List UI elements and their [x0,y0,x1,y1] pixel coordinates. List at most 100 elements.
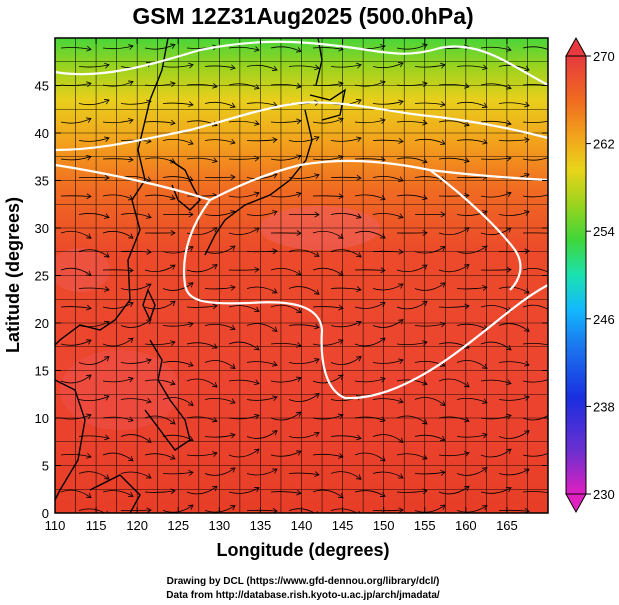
streamline-arrowhead [271,430,278,436]
streamline-arrowhead [380,156,386,163]
streamline [204,101,236,108]
streamline-arrowhead [314,211,320,218]
streamline [456,505,488,513]
streamline-arrowhead [548,119,553,124]
streamline [228,305,260,312]
streamline-arrowhead [338,155,344,161]
streamline-arrowhead [229,245,236,251]
streamline-arrowhead [506,266,512,273]
streamline-arrowhead [211,264,218,270]
streamline-arrowhead [127,80,134,86]
coastline-philippines [144,339,191,451]
streamline [480,269,512,271]
streamline-arrowhead [169,43,176,49]
streamline-arrowhead [169,158,176,164]
streamline [312,156,344,161]
streamline [78,213,110,218]
streamline [480,487,512,494]
streamline [456,467,488,476]
streamline-arrowhead [146,358,152,364]
streamline [60,156,92,161]
streamline [102,377,134,383]
streamline [354,337,386,347]
streamline [246,286,278,294]
streamline-arrowhead [169,379,176,386]
streamline-arrowhead [464,303,470,310]
streamline [162,361,194,367]
streamline-arrowhead [170,230,176,236]
streamline-arrowhead [355,320,362,327]
streamline [288,508,316,513]
streamline-arrowhead [524,395,530,401]
streamline-arrowhead [86,193,92,200]
streamline [204,505,236,513]
streamline-arrowhead [128,267,134,274]
streamline [480,379,512,384]
streamline [312,267,344,276]
streamline-arrowhead [481,102,488,108]
streamline [120,398,152,403]
streamline [438,195,470,197]
streamline-arrowhead [380,376,386,383]
streamline [480,192,512,198]
streamline [522,491,548,494]
streamline [78,287,110,291]
streamline [498,509,530,512]
x-tick-label: 150 [373,518,395,533]
streamline-arrowhead [397,283,404,289]
x-tick-label: 145 [332,518,354,533]
streamline [414,282,446,291]
streamline-arrowhead [128,118,134,124]
streamline [396,121,428,124]
streamline [312,339,344,346]
y-tick-label: 30 [35,221,49,236]
streamline [144,82,176,87]
streamline-arrowhead [212,157,218,163]
streamline [480,157,512,160]
streamline-arrowhead [295,270,302,276]
streamline [162,323,194,327]
streamline-arrowhead [355,474,362,480]
streamline [102,230,134,239]
streamline [372,250,404,253]
streamline-arrowhead [506,413,512,420]
streamline-arrowhead [313,431,320,438]
streamline [372,319,404,328]
streamline [228,448,260,458]
streamline-arrowhead [380,416,386,423]
streamline-arrowhead [548,342,553,347]
streamline-arrowhead [229,398,236,404]
streamline [372,213,404,218]
streamline [498,211,530,216]
streamline [228,157,260,160]
x-tick-label: 125 [167,518,189,533]
streamline [372,176,404,182]
streamline-arrowhead [337,233,344,239]
streamline-arrowhead [379,337,386,343]
streamline [438,305,470,308]
streamline-arrowhead [296,191,302,198]
streamline [330,249,362,258]
streamline-arrowhead [549,231,553,236]
streamline [288,324,320,328]
coastlines [55,38,347,513]
streamline-arrowhead [440,321,446,328]
streamline [60,306,92,309]
streamline-arrowhead [86,45,92,52]
streamline-arrowhead [506,155,512,162]
streamline-arrowhead [547,51,548,52]
streamline [246,323,278,332]
streamline [372,100,404,105]
streamline [498,286,530,294]
streamline-arrowhead [505,84,512,90]
streamline-arrowhead [523,173,530,179]
streamline-arrowhead [524,248,530,255]
streamline [372,471,404,479]
streamline [480,414,512,420]
streamline [144,44,176,50]
streamline-arrowhead [254,155,260,162]
streamline-arrowhead [439,139,446,145]
streamline [522,304,548,310]
streamline [396,341,428,346]
streamline-arrowhead [547,451,548,452]
